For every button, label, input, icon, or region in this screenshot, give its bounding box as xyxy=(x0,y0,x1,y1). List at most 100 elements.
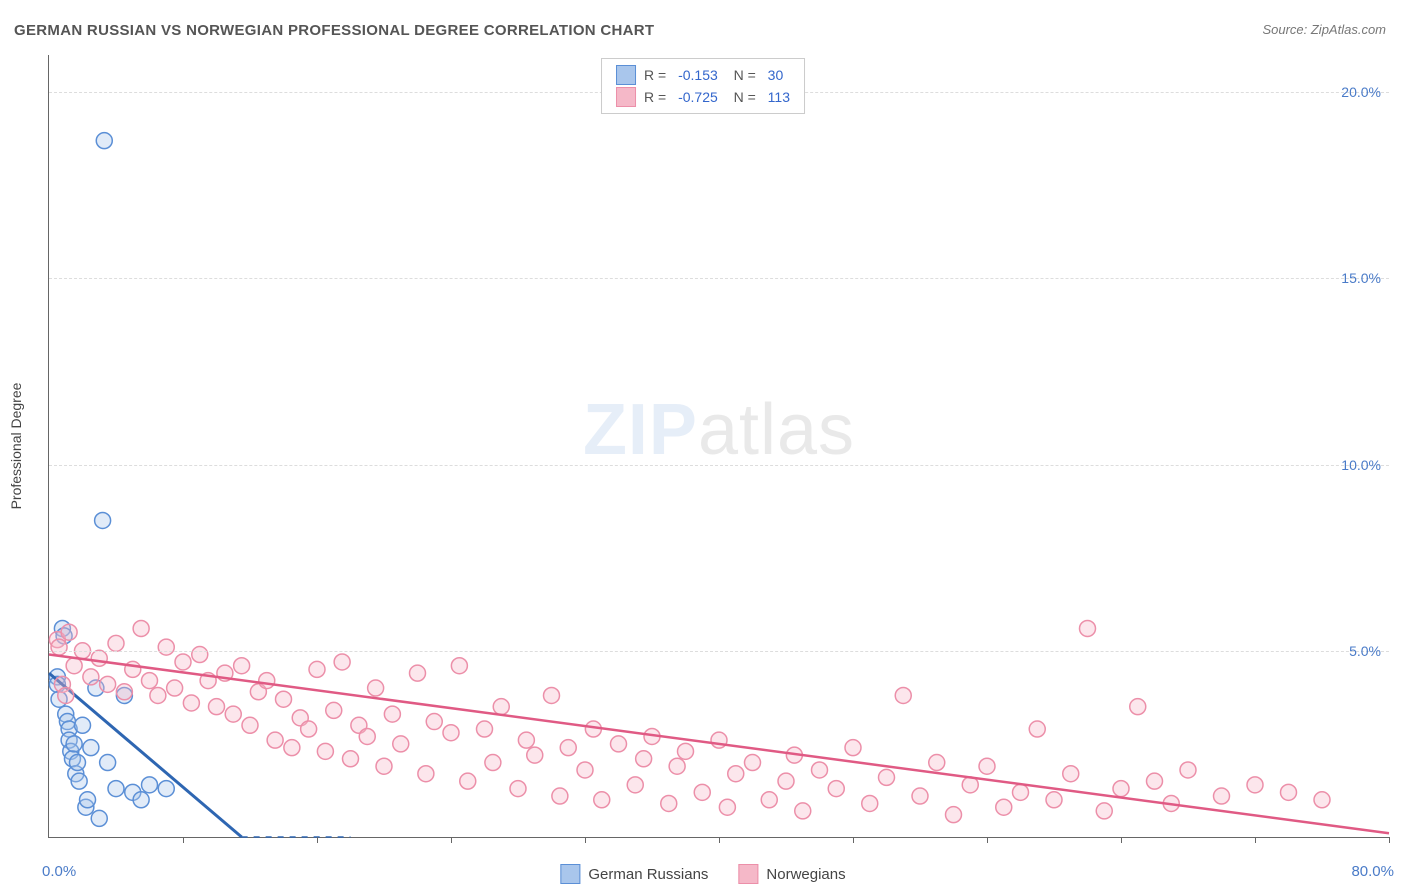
legend-r-value: -0.725 xyxy=(674,89,718,105)
legend-stat-row: R = -0.725 N = 113 xyxy=(616,86,790,108)
data-point xyxy=(61,624,77,640)
y-tick-label: 10.0% xyxy=(1341,457,1381,473)
data-point xyxy=(1029,721,1045,737)
data-point xyxy=(66,658,82,674)
legend-n-label: N = xyxy=(726,89,756,105)
data-point xyxy=(895,687,911,703)
data-point xyxy=(192,647,208,663)
legend-series: German Russians Norwegians xyxy=(560,864,845,884)
data-point xyxy=(71,773,87,789)
chart-svg xyxy=(49,55,1389,837)
data-point xyxy=(142,673,158,689)
data-point xyxy=(1147,773,1163,789)
data-point xyxy=(912,788,928,804)
data-point xyxy=(100,755,116,771)
legend-stats: R = -0.153 N = 30 R = -0.725 N = 113 xyxy=(601,58,805,114)
data-point xyxy=(95,512,111,528)
data-point xyxy=(1247,777,1263,793)
data-point xyxy=(485,755,501,771)
data-point xyxy=(309,661,325,677)
data-point xyxy=(368,680,384,696)
data-point xyxy=(1314,792,1330,808)
gridline xyxy=(49,651,1389,652)
data-point xyxy=(795,803,811,819)
data-point xyxy=(627,777,643,793)
data-point xyxy=(91,810,107,826)
data-point xyxy=(1113,781,1129,797)
data-point xyxy=(108,781,124,797)
data-point xyxy=(242,717,258,733)
legend-label: German Russians xyxy=(588,866,708,883)
x-tick xyxy=(1255,837,1256,843)
data-point xyxy=(418,766,434,782)
x-tick xyxy=(1121,837,1122,843)
data-point xyxy=(594,792,610,808)
data-point xyxy=(460,773,476,789)
data-point xyxy=(183,695,199,711)
data-point xyxy=(778,773,794,789)
data-point xyxy=(326,702,342,718)
legend-r-label: R = xyxy=(644,89,666,105)
data-point xyxy=(1130,699,1146,715)
data-point xyxy=(1214,788,1230,804)
data-point xyxy=(669,758,685,774)
data-point xyxy=(91,650,107,666)
y-tick-label: 20.0% xyxy=(1341,84,1381,100)
data-point xyxy=(317,743,333,759)
legend-n-value: 30 xyxy=(764,67,783,83)
data-point xyxy=(611,736,627,752)
gridline xyxy=(49,465,1389,466)
data-point xyxy=(69,755,85,771)
x-axis-min-label: 0.0% xyxy=(42,863,76,880)
legend-r-label: R = xyxy=(644,67,666,83)
x-tick xyxy=(987,837,988,843)
data-point xyxy=(80,792,96,808)
data-point xyxy=(158,639,174,655)
data-point xyxy=(75,717,91,733)
data-point xyxy=(209,699,225,715)
plot-area: ZIPatlas 5.0%10.0%15.0%20.0% xyxy=(48,55,1389,838)
data-point xyxy=(510,781,526,797)
data-point xyxy=(384,706,400,722)
x-tick xyxy=(451,837,452,843)
data-point xyxy=(845,740,861,756)
y-axis-label: Professional Degree xyxy=(8,383,24,510)
data-point xyxy=(493,699,509,715)
data-point xyxy=(267,732,283,748)
data-point xyxy=(828,781,844,797)
legend-r-value: -0.153 xyxy=(674,67,718,83)
data-point xyxy=(996,799,1012,815)
data-point xyxy=(301,721,317,737)
chart-title: GERMAN RUSSIAN VS NORWEGIAN PROFESSIONAL… xyxy=(14,22,654,39)
data-point xyxy=(376,758,392,774)
legend-swatch xyxy=(560,864,580,884)
data-point xyxy=(527,747,543,763)
data-point xyxy=(946,807,962,823)
data-point xyxy=(334,654,350,670)
legend-label: Norwegians xyxy=(766,866,845,883)
data-point xyxy=(477,721,493,737)
data-point xyxy=(96,133,112,149)
data-point xyxy=(451,658,467,674)
data-point xyxy=(108,635,124,651)
data-point xyxy=(661,795,677,811)
data-point xyxy=(83,740,99,756)
data-point xyxy=(66,736,82,752)
y-tick-label: 5.0% xyxy=(1349,643,1381,659)
data-point xyxy=(929,755,945,771)
data-point xyxy=(133,792,149,808)
data-point xyxy=(133,620,149,636)
data-point xyxy=(83,669,99,685)
data-point xyxy=(1180,762,1196,778)
data-point xyxy=(142,777,158,793)
data-point xyxy=(359,728,375,744)
legend-n-value: 113 xyxy=(764,89,790,105)
gridline xyxy=(49,278,1389,279)
data-point xyxy=(1281,784,1297,800)
x-tick xyxy=(317,837,318,843)
data-point xyxy=(225,706,241,722)
data-point xyxy=(694,784,710,800)
legend-n-label: N = xyxy=(726,67,756,83)
x-tick xyxy=(585,837,586,843)
x-tick xyxy=(1389,837,1390,843)
